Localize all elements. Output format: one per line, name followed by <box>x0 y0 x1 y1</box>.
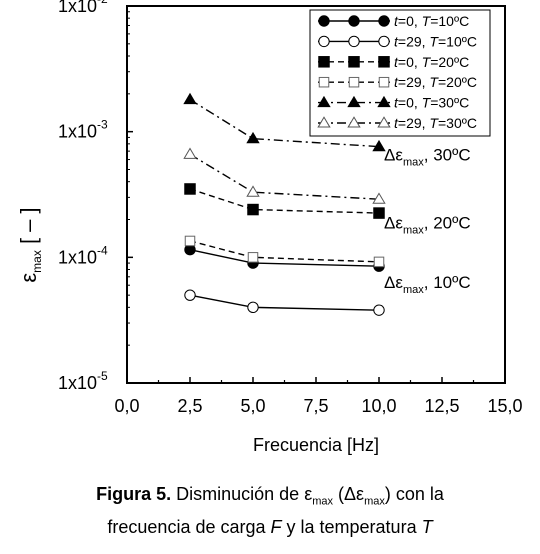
data-point <box>184 235 196 247</box>
legend-marker <box>318 76 330 88</box>
series-line <box>189 188 380 214</box>
y-tick-label: 1x10-4 <box>58 243 108 267</box>
caption-line-1: Figura 5. Disminución de εmax (Δεmax) co… <box>96 484 444 508</box>
data-point <box>373 256 385 268</box>
data-point <box>373 304 385 316</box>
chart: 0,0 2,5 5,0 7,5 10,0 12,5 15,0 1x10-5 1x10-4 1x10… <box>16 0 523 455</box>
legend-label: t=29, T=30ºC <box>394 115 477 131</box>
legend-marker <box>378 15 390 27</box>
data-point <box>372 192 386 204</box>
series-2 <box>184 289 385 316</box>
x-tick-label: 2,5 <box>177 396 202 416</box>
series-4 <box>184 235 385 268</box>
series-1 <box>184 244 385 272</box>
legend-marker <box>377 116 391 128</box>
legend-marker <box>318 35 330 48</box>
caption-line-2: frecuencia de carga F y la temperatura T <box>107 516 433 537</box>
legend-marker <box>378 76 390 88</box>
legend-marker <box>318 15 330 27</box>
legend-label: t=0, T=20ºC <box>394 54 469 70</box>
x-tick-label: 15,0 <box>487 396 522 416</box>
legend-marker <box>378 56 390 68</box>
y-tick-label: 1x10-5 <box>58 369 108 393</box>
legend-marker <box>317 95 331 108</box>
y-axis-title: εmax [ – ] <box>16 207 44 282</box>
legend-label: t=29, T=20ºC <box>394 74 477 90</box>
legend-marker <box>347 116 361 128</box>
data-point <box>184 289 196 301</box>
legend-marker <box>378 35 390 48</box>
legend-marker <box>348 56 360 68</box>
legend-item: t=29, T=20ºC <box>318 74 477 90</box>
data-point <box>372 139 386 152</box>
legend-marker <box>348 35 360 48</box>
legend-marker <box>347 95 361 108</box>
x-tick-label: 12,5 <box>424 396 459 416</box>
legend-marker <box>377 95 391 108</box>
delta-annotation: Δεmax, 20ºC <box>384 213 471 236</box>
legend-item: t=0, T=30ºC <box>317 95 469 111</box>
legend-marker <box>348 76 360 88</box>
x-tick-label: 7,5 <box>303 396 328 416</box>
figure-caption: Figura 5. Disminución de εmax (Δεmax) co… <box>0 482 540 540</box>
series-6 <box>183 147 386 204</box>
data-point <box>183 92 197 105</box>
legend-item: t=29, T=10ºC <box>318 33 477 49</box>
legend-item: t=0, T=10ºC <box>318 13 469 29</box>
legend-label: t=0, T=30ºC <box>394 95 469 111</box>
y-tick-label: 1x10-2 <box>58 0 108 16</box>
legend-marker <box>348 15 360 27</box>
data-point <box>183 147 197 159</box>
series-line <box>189 153 380 200</box>
legend-frame <box>309 9 491 137</box>
caption-label: Figura 5. <box>96 484 172 504</box>
series-line <box>189 249 380 267</box>
legend: t=0, T=10ºC t=29, T=10ºC t=0, T=20ºC t=29, … <box>309 9 491 137</box>
series-line <box>189 294 380 311</box>
y-tick-label: 1x10-3 <box>58 118 108 142</box>
series-3 <box>184 183 385 219</box>
data-point <box>247 301 259 314</box>
series-5 <box>183 92 386 152</box>
data-point <box>247 203 259 216</box>
legend-item: t=0, T=20ºC <box>318 54 469 70</box>
legend-item: t=29, T=30ºC <box>317 115 477 131</box>
legend-marker <box>318 56 330 68</box>
x-tick-label: 5,0 <box>240 396 265 416</box>
legend-marker <box>317 116 331 128</box>
delta-annotation: Δεmax, 10ºC <box>384 273 471 296</box>
legend-label: t=0, T=10ºC <box>394 13 469 29</box>
x-tick-label: 10,0 <box>361 396 396 416</box>
series-line <box>189 98 380 148</box>
data-point <box>184 183 196 195</box>
x-axis-title: Frecuencia [Hz] <box>253 435 379 455</box>
data-point <box>247 252 259 263</box>
series-line <box>189 240 380 263</box>
data-point <box>246 131 260 144</box>
legend-label: t=29, T=10ºC <box>394 33 477 49</box>
delta-annotation: Δεmax, 30ºC <box>384 145 471 168</box>
data-point <box>373 207 385 219</box>
data-point <box>246 185 260 197</box>
x-tick-label: 0,0 <box>114 396 139 416</box>
